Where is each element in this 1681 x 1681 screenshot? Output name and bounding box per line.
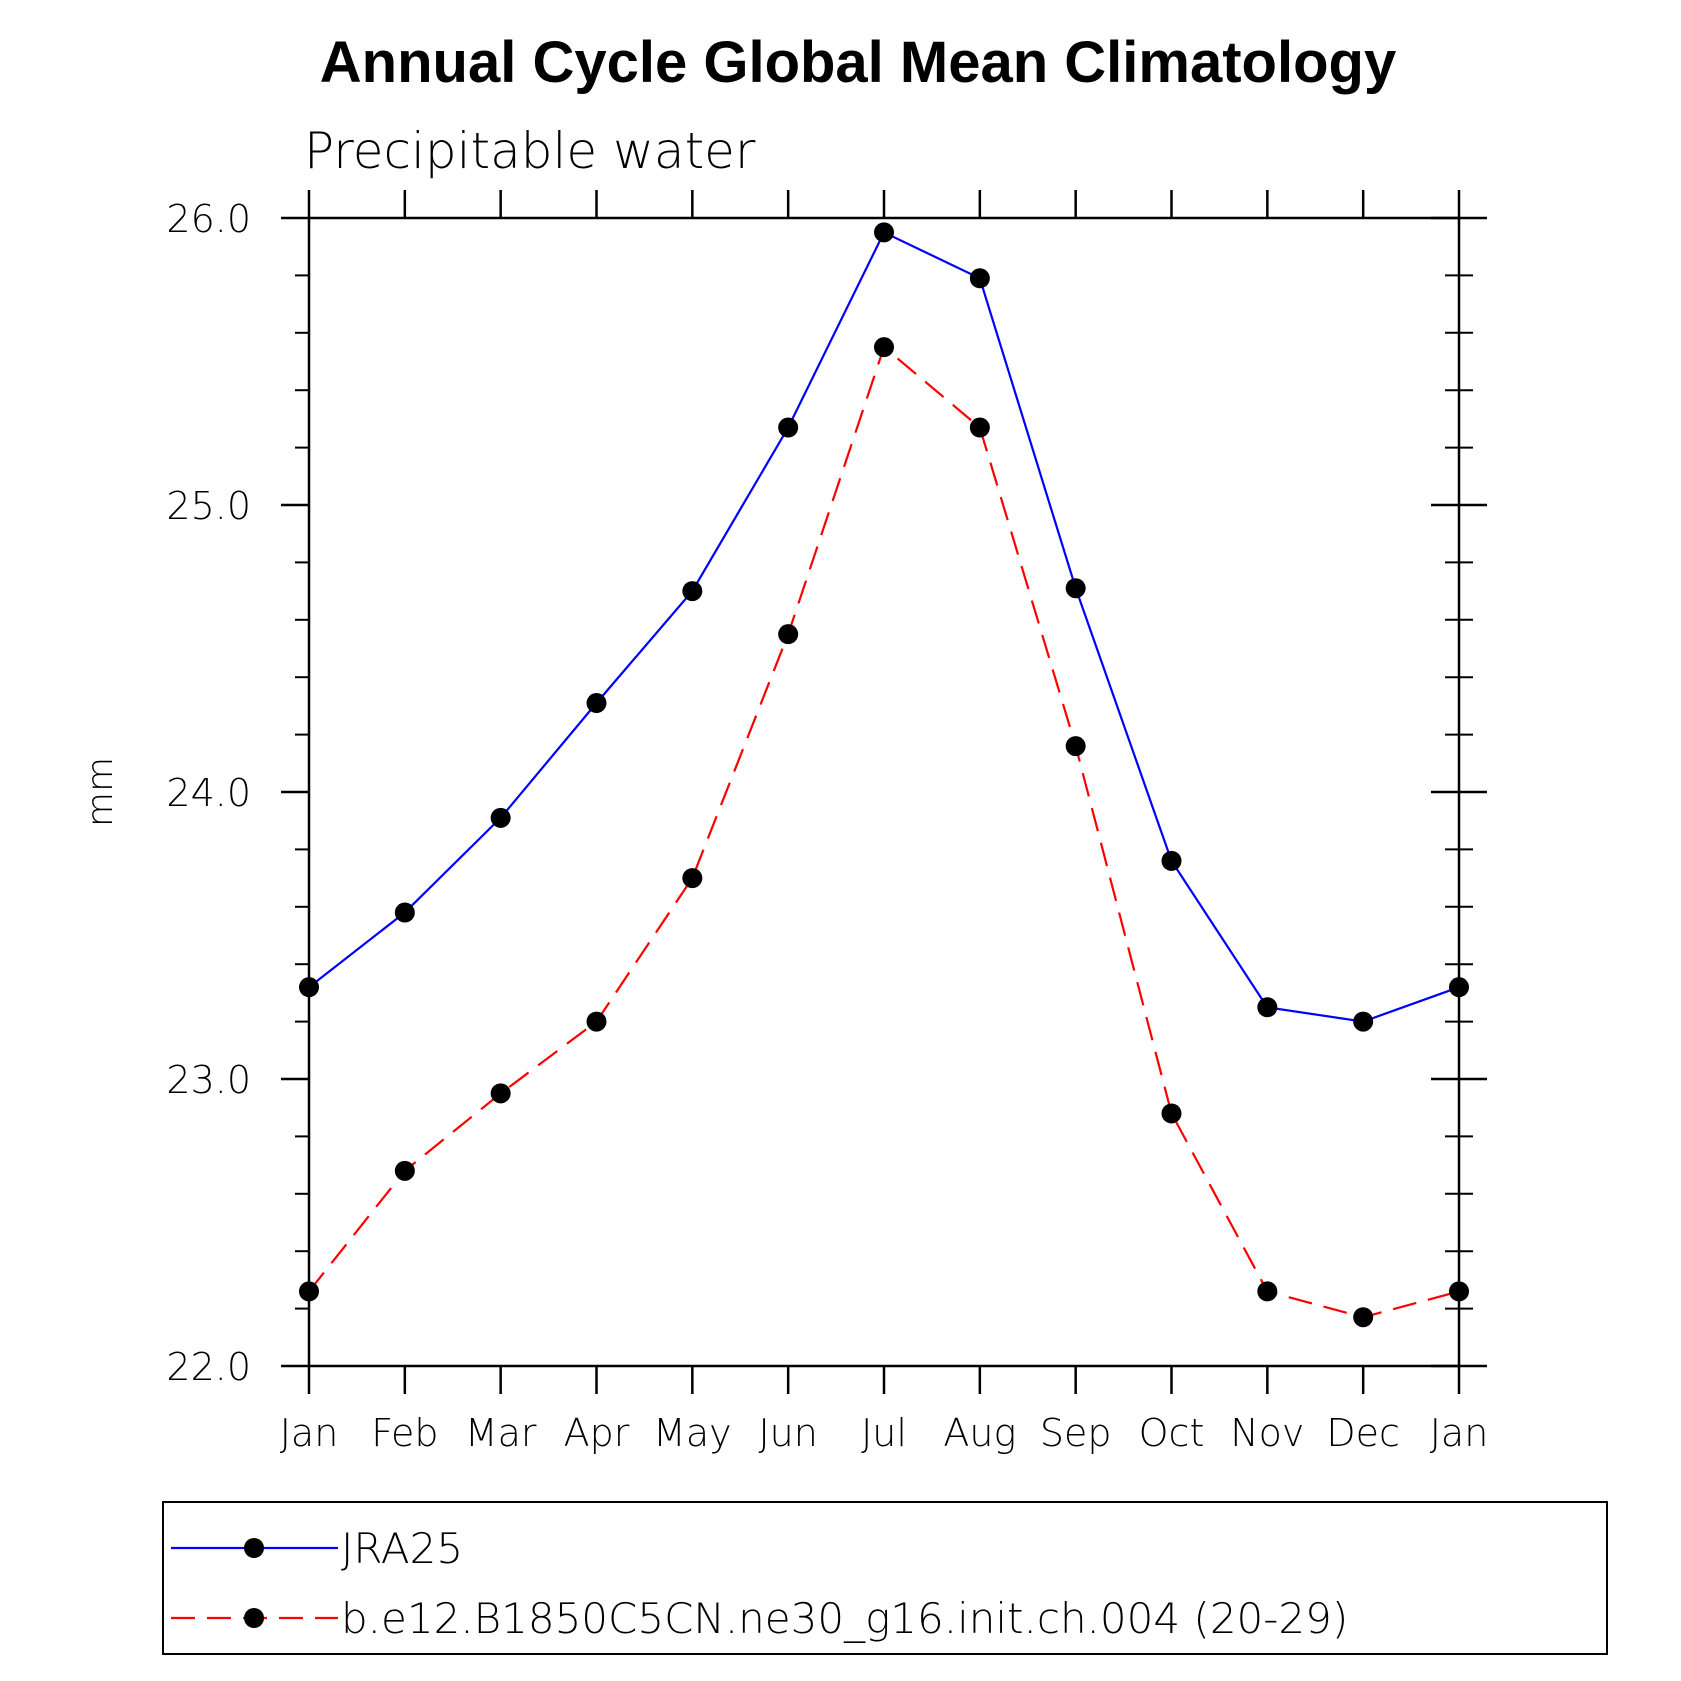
data-point xyxy=(586,693,607,714)
data-point xyxy=(1161,1103,1182,1124)
data-point xyxy=(394,1160,415,1181)
legend: JRA25 b.e12.B1850C5CN.ne30_g16.init.ch.00… xyxy=(162,1501,1608,1655)
series-line-1 xyxy=(308,345,1460,1319)
legend-label: JRA25 xyxy=(341,1524,463,1573)
x-tick-label: Aug xyxy=(943,1411,1016,1455)
data-point xyxy=(1353,1011,1374,1032)
x-tick-label: Mar xyxy=(465,1411,537,1455)
data-point xyxy=(778,624,799,645)
y-tick-label: 26.0 xyxy=(166,197,251,241)
x-tick-label: Jan xyxy=(1430,1411,1489,1455)
y-tick-label: 23.0 xyxy=(166,1058,251,1102)
legend-swatch-marker xyxy=(244,1538,264,1558)
axes: Jan Feb Mar Apr May Jun Jul Aug Sep Oct Nov Dec Jan 2… xyxy=(80,190,1488,1455)
legend-box xyxy=(162,1501,1608,1655)
x-tick-label: Dec xyxy=(1326,1411,1400,1455)
x-tick-label: Jan xyxy=(280,1411,339,1455)
y-tick-label: 22.0 xyxy=(166,1345,251,1389)
data-point xyxy=(1257,997,1278,1018)
data-point xyxy=(969,417,990,438)
x-tick-label: Feb xyxy=(371,1411,438,1455)
chart-subtitle: Precipitable water xyxy=(304,122,756,180)
x-tick-label: Nov xyxy=(1230,1411,1304,1455)
data-point xyxy=(490,807,511,828)
y-tick-label: 25.0 xyxy=(166,484,251,528)
data-point xyxy=(778,417,799,438)
data-point xyxy=(969,268,990,289)
data-point xyxy=(1257,1281,1278,1302)
x-tick-label: May xyxy=(653,1411,732,1455)
data-point xyxy=(874,222,894,243)
y-axis-title: mm xyxy=(80,757,121,827)
data-point xyxy=(1353,1307,1374,1328)
x-tick-label: Sep xyxy=(1040,1411,1112,1455)
plot-area xyxy=(299,222,1469,1328)
x-tick-label: Apr xyxy=(564,1411,630,1455)
data-point xyxy=(1161,850,1182,871)
x-tick-label: Jul xyxy=(861,1411,907,1455)
data-point xyxy=(1065,736,1086,757)
legend-swatch-marker xyxy=(244,1608,264,1628)
data-point xyxy=(682,868,703,889)
data-point xyxy=(874,337,894,358)
legend-label: b.e12.B1850C5CN.ne30_g16.init.ch.004 (20… xyxy=(341,1594,1348,1643)
chart-title: Annual Cycle Global Mean Climatology xyxy=(320,30,1396,95)
x-tick-label: Oct xyxy=(1139,1411,1205,1455)
data-point xyxy=(394,902,415,923)
data-point xyxy=(1065,578,1086,599)
data-point xyxy=(586,1011,607,1032)
y-tick-label: 24.0 xyxy=(166,771,251,815)
data-point xyxy=(682,581,703,602)
x-tick-label: Jun xyxy=(758,1411,817,1455)
data-point xyxy=(490,1083,511,1104)
plot-frame xyxy=(307,216,1461,1368)
